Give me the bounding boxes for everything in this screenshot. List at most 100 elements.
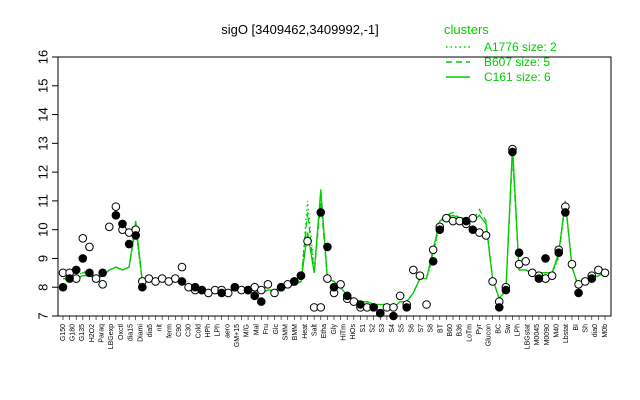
legend-label: A1776 size: 2 [484, 40, 557, 54]
x-tick-label: G150 [60, 324, 67, 341]
plot-frame [57, 56, 612, 317]
data-point-filled [323, 242, 332, 252]
x-tick-label: Paraq [99, 324, 106, 343]
legend-label: B607 size: 5 [484, 55, 550, 69]
data-point-filled [316, 208, 326, 217]
x-tick-label: G135 [79, 324, 86, 341]
data-point-filled [554, 248, 564, 257]
data-point-open [98, 280, 107, 289]
y-tick-label: 16 [35, 50, 50, 64]
data-point-filled [290, 277, 299, 286]
x-tick-label: Fru [263, 324, 270, 335]
x-tick-label: M0b [602, 324, 609, 338]
data-point-open [104, 222, 114, 232]
data-point-open [488, 277, 497, 286]
data-point-filled [71, 265, 81, 275]
data-point-filled [276, 282, 286, 292]
data-point-filled [329, 282, 339, 292]
x-tick-label: HiTm [341, 324, 348, 341]
data-point-filled [501, 285, 511, 295]
data-point-open [85, 242, 94, 252]
x-tick-label: S1 [360, 324, 367, 333]
x-tick-label: S5 [399, 324, 406, 333]
y-axis: 7 8 9 10 11 12 13 14 15 16 [35, 50, 58, 320]
data-point-open [316, 303, 326, 312]
data-point-filled [118, 219, 127, 229]
y-tick-label: 11 [35, 194, 50, 208]
y-tick-label: 8 [35, 284, 50, 291]
data-point-open [567, 259, 577, 269]
x-tick-label: dia15 [128, 324, 135, 341]
data-point-filled [98, 268, 107, 278]
data-point-filled [435, 225, 445, 234]
data-point-open [177, 262, 187, 272]
data-point-open [256, 285, 266, 295]
x-tick-label: M40 [553, 324, 560, 338]
x-tick-label: BT [437, 323, 444, 333]
x-tick-label: Sh [582, 324, 589, 333]
x-tick-label: nit [157, 324, 164, 331]
x-tick-label: B36 [457, 324, 464, 337]
plot-border [57, 56, 612, 317]
data-point-filled [561, 208, 570, 217]
data-point-open [263, 280, 273, 289]
points [58, 144, 610, 321]
x-tick-label: BI [573, 324, 580, 331]
x-tick-label: LBGexp [108, 324, 115, 349]
data-point-filled [508, 147, 517, 157]
x-tick-label: S7 [418, 324, 425, 333]
data-point-open [409, 265, 418, 275]
data-point-filled [587, 274, 597, 283]
y-tick-label: 15 [35, 79, 50, 93]
data-point-filled [534, 274, 544, 283]
data-point-open [481, 231, 491, 240]
x-tick-label: M/G [244, 324, 251, 337]
data-point-filled [217, 288, 226, 298]
data-point-filled [574, 288, 583, 298]
x-tick-label: Cold [195, 324, 202, 339]
data-point-filled [356, 300, 365, 309]
data-point-filled [131, 231, 141, 240]
data-point-open [270, 288, 279, 298]
data-point-filled [250, 291, 259, 301]
data-point-filled [78, 254, 88, 263]
x-tick-label: Pyr [476, 323, 483, 334]
data-point-filled [111, 210, 121, 220]
x-tick-label: BMM [292, 324, 299, 341]
x-axis: G150 G180 G135 H2O2 Paraq LBGexp Oxctl dia15 Dia… [60, 316, 609, 349]
x-tick-label: S2 [370, 324, 377, 333]
data-point-open [111, 202, 121, 211]
x-tick-label: GM+15 [234, 324, 241, 347]
data-point-open [521, 257, 530, 266]
x-tick-label: Oxctl [118, 324, 125, 340]
x-tick-label: Mal [253, 324, 260, 336]
x-tick-label: LPh [215, 324, 222, 337]
data-point-filled [402, 303, 412, 312]
data-point-filled [375, 308, 385, 318]
x-tick-label: ferm [166, 324, 173, 338]
data-point-filled [197, 285, 207, 295]
data-point-filled [256, 297, 266, 306]
data-point-filled [85, 268, 94, 278]
x-tick-label: Etha [321, 324, 328, 339]
data-point-open [428, 245, 438, 255]
data-point-filled [296, 271, 306, 281]
x-tick-label: M0045 [534, 324, 541, 346]
data-point-open [422, 300, 431, 309]
data-point-filled [541, 254, 550, 263]
x-tick-label: HPh [205, 324, 212, 338]
data-point-open [415, 271, 425, 281]
data-point-filled [177, 277, 187, 286]
x-tick-label: LBGstat [524, 324, 531, 349]
x-tick-label: C90 [176, 324, 183, 337]
x-tick-label: Heat [302, 324, 309, 339]
x-tick-label: BC [495, 324, 502, 334]
data-point-filled [389, 311, 398, 321]
x-tick-label: LoTm [466, 324, 473, 342]
x-tick-label: Gly [331, 324, 338, 335]
y-tick-label: 9 [35, 255, 50, 262]
x-tick-label: SMM [282, 324, 289, 341]
y-tick-label: 10 [35, 222, 50, 236]
x-tick-label: dia0 [592, 324, 599, 337]
x-tick-label: S4 [389, 324, 396, 333]
